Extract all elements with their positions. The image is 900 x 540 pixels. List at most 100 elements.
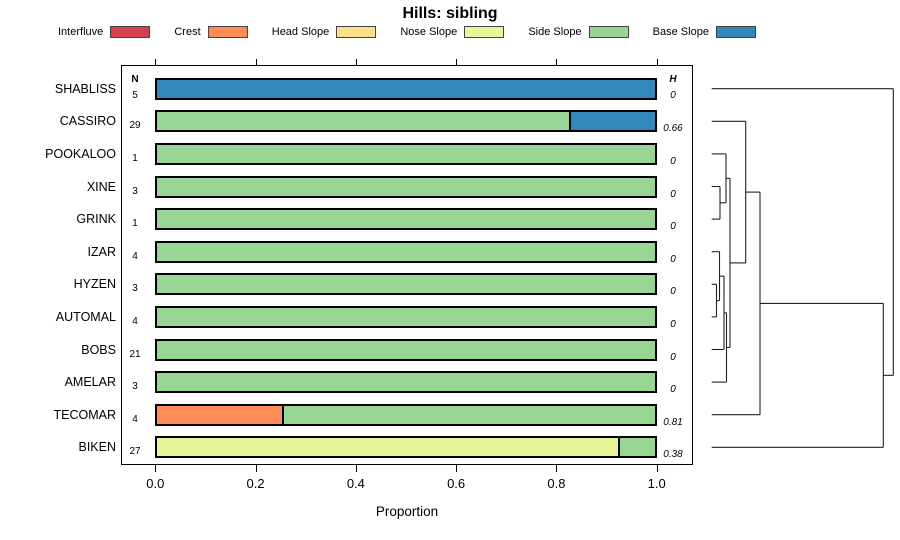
legend: Interfluve Crest Head Slope Nose Slope Side …: [58, 24, 756, 39]
row-label: AMELAR: [64, 375, 116, 390]
x-tick-label: 0.0: [146, 476, 165, 491]
bar-segment: [157, 373, 655, 392]
h-value: 0: [670, 318, 676, 330]
x-axis-tick: [556, 464, 558, 472]
h-value: 0: [670, 221, 676, 233]
legend-color-swatch: [207, 25, 248, 38]
x-axis-tick: [456, 464, 458, 472]
bar-row: [155, 436, 657, 459]
h-value: 0: [670, 286, 676, 298]
legend-color-swatch: [464, 25, 505, 38]
legend-item: Base Slope: [652, 25, 756, 38]
n-column-header: N: [131, 74, 139, 85]
bar-segment: [569, 112, 655, 131]
x-axis-title: Proportion: [375, 504, 439, 519]
x-axis-top-tick: [155, 59, 157, 65]
bar-segment: [157, 144, 655, 163]
x-tick-label: 0.6: [447, 476, 466, 491]
h-value: 0.38: [663, 449, 683, 461]
n-value: 3: [132, 381, 138, 393]
x-axis-top-tick: [255, 59, 257, 65]
legend-item: Nose Slope: [400, 25, 505, 38]
legend-item-label: Crest: [174, 25, 201, 38]
h-value: 0: [670, 351, 676, 363]
x-axis-tick: [355, 464, 357, 472]
row-label: POOKALOO: [45, 146, 116, 161]
legend-item-label: Base Slope: [652, 25, 709, 38]
bar-row: [155, 371, 657, 394]
legend-item: Side Slope: [528, 25, 629, 38]
bar-row: [155, 403, 657, 426]
x-tick-label: 0.2: [246, 476, 265, 491]
x-tick-label: 0.8: [547, 476, 566, 491]
legend-item-label: Side Slope: [528, 25, 582, 38]
bar-segment: [157, 112, 570, 131]
bar-segment: [617, 438, 655, 457]
legend-item: Head Slope: [271, 25, 377, 38]
x-axis-top-tick: [656, 59, 658, 65]
n-value: 21: [129, 348, 141, 360]
legend-color-swatch: [110, 25, 151, 38]
bar-segment: [157, 177, 655, 196]
row-label: AUTOMAL: [55, 309, 116, 324]
legend-item-label: Head Slope: [271, 25, 330, 38]
n-value: 5: [132, 90, 138, 102]
h-value: 0.81: [663, 416, 683, 428]
n-value: 3: [132, 283, 138, 295]
row-label: HYZEN: [73, 277, 116, 292]
bar-row: [155, 110, 657, 133]
x-tick-label: 0.4: [346, 476, 365, 491]
bar-segment: [157, 79, 655, 98]
h-value: 0.66: [663, 123, 683, 135]
row-label: CASSIRO: [59, 114, 116, 129]
bar-segment: [281, 405, 655, 424]
row-label: XINE: [86, 179, 116, 194]
row-label: IZAR: [87, 244, 116, 259]
x-axis-tick: [656, 464, 658, 472]
bar-row: [155, 142, 657, 165]
row-label: BOBS: [81, 342, 116, 357]
n-value: 4: [132, 315, 138, 327]
bar-row: [155, 175, 657, 198]
bar-segment: [157, 210, 655, 229]
row-label: SHABLISS: [54, 81, 116, 96]
n-value: 3: [132, 185, 138, 197]
x-tick-label: 1.0: [647, 476, 666, 491]
bar-segment: [157, 405, 282, 424]
bar-row: [155, 208, 657, 231]
plot-box: [121, 65, 693, 465]
n-value: 4: [132, 413, 138, 425]
x-axis-tick: [255, 464, 257, 472]
x-axis-top-tick: [456, 59, 458, 65]
legend-item: Interfluve: [58, 25, 151, 38]
bar-segment: [157, 340, 655, 359]
bar-row: [155, 305, 657, 328]
legend-item-label: Nose Slope: [400, 25, 458, 38]
h-value: 0: [670, 155, 676, 167]
bar-row: [155, 273, 657, 296]
n-value: 4: [132, 250, 138, 262]
bar-segment: [157, 307, 655, 326]
row-label: TECOMAR: [53, 407, 117, 422]
chart-title: Hills: sibling: [402, 5, 498, 22]
n-value: 1: [132, 218, 138, 230]
x-axis-tick: [155, 464, 157, 472]
row-label: BIKEN: [78, 440, 116, 455]
h-value: 0: [670, 188, 676, 200]
x-axis-top-tick: [556, 59, 558, 65]
n-value: 29: [129, 120, 141, 132]
x-axis-top-tick: [355, 59, 357, 65]
bar-row: [155, 77, 657, 100]
legend-color-swatch: [715, 25, 756, 38]
bar-row: [155, 338, 657, 361]
h-value: 0: [670, 384, 676, 396]
legend-item: Crest: [174, 25, 248, 38]
h-value: 0: [670, 253, 676, 265]
bar-segment: [157, 438, 618, 457]
h-column-header: H: [669, 74, 677, 85]
n-value: 1: [132, 152, 138, 164]
legend-color-swatch: [336, 25, 377, 38]
row-label: GRINK: [76, 212, 116, 227]
h-value: 0: [670, 90, 676, 102]
